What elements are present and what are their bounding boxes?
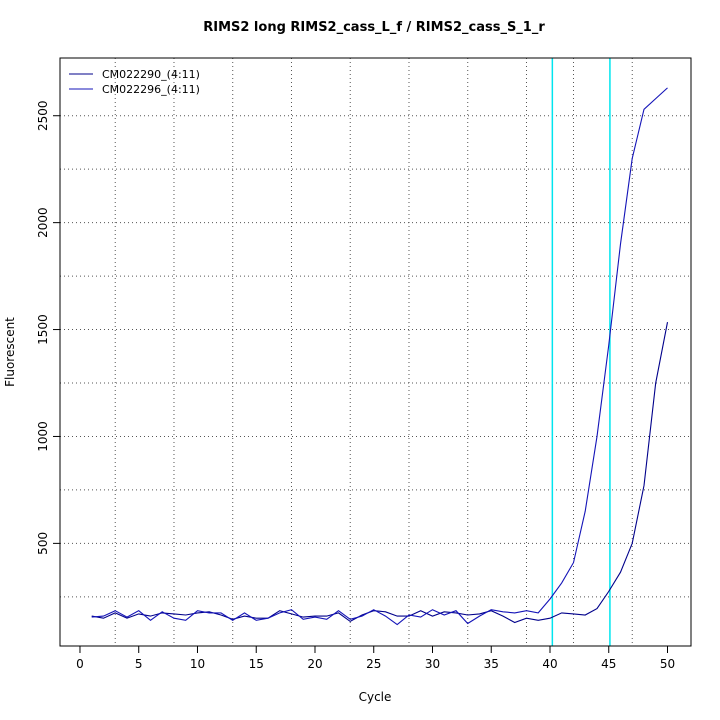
y-tick-label: 1500 [36,314,50,345]
series-line-2 [91,87,668,626]
y-tick-label: 500 [36,532,50,555]
x-tick-label: 30 [425,657,440,671]
threshold-lines [551,58,611,646]
plot-frame [59,57,692,647]
chart-title: RIMS2 long RIMS2_cass_L_f / RIMS2_cass_S… [203,20,545,35]
x-tick-label: 35 [484,657,499,671]
x-tick-label: 40 [542,657,557,671]
x-tick-label: 50 [660,657,675,671]
x-tick-label: 10 [190,657,205,671]
y-tick-label: 2000 [36,207,50,238]
x-tick-label: 5 [135,657,143,671]
y-axis-label: Fluorescent [3,317,17,387]
x-axis-label: Cycle [359,690,392,704]
grid [60,58,691,646]
series-lines [91,87,669,626]
series-line-1 [91,321,669,624]
legend: CM022290_(4:11) CM022296_(4:11) [69,68,200,96]
x-tick-label: 45 [601,657,616,671]
x-tick-label: 25 [366,657,381,671]
y-tick-label: 1000 [36,421,50,452]
legend-label: CM022290_(4:11) [102,68,200,81]
x-tick-label: 0 [76,657,84,671]
x-tick-label: 15 [249,657,264,671]
x-tick-label: 20 [307,657,322,671]
axes: 0 5 10 15 20 25 30 35 40 45 50 500 1000 1500 2000 2500 [36,100,675,671]
y-tick-label: 2500 [36,100,50,131]
legend-label: CM022296_(4:11) [102,83,200,96]
